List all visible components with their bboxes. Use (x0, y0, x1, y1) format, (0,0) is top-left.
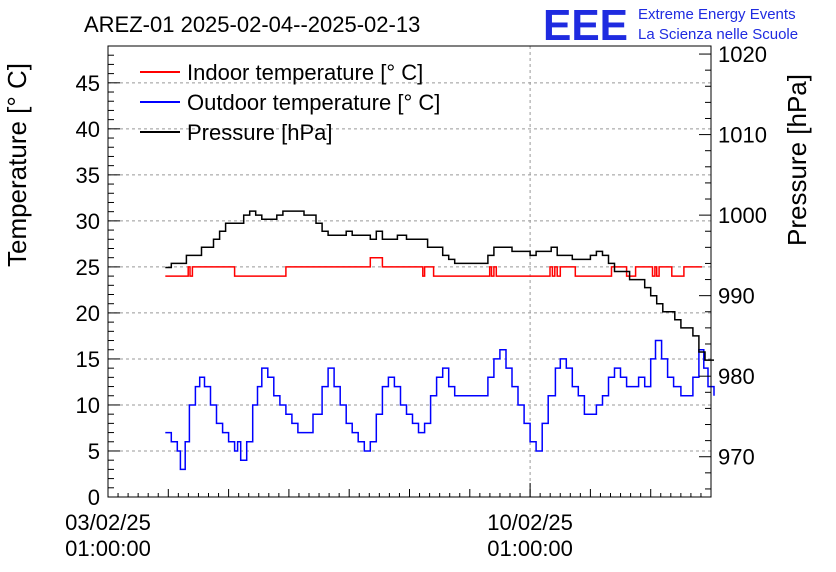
y-right-tick-label: 1010 (718, 123, 767, 148)
y-left-tick-label: 30 (76, 209, 100, 234)
x-tick-label-date: 03/02/25 (65, 510, 151, 535)
x-tick-label-time: 01:00:00 (487, 536, 573, 561)
y-left-tick-label: 0 (88, 485, 100, 510)
legend-label: Outdoor temperature [° C] (187, 90, 440, 115)
series-line-1 (165, 256, 702, 277)
legend-label: Indoor temperature [° C] (187, 60, 423, 85)
y-right-tick-label: 1020 (718, 42, 767, 67)
y-left-tick-label: 35 (76, 163, 100, 188)
series-lines (165, 210, 715, 471)
series-line-3 (165, 210, 714, 361)
legend-label: Pressure [hPa] (187, 120, 333, 145)
y-left-tick-label: 10 (76, 393, 100, 418)
eee-logo-line1: Extreme Energy Events (638, 6, 796, 23)
y-right-tick-label: 990 (718, 284, 755, 309)
y-right-tick-label: 1000 (718, 203, 767, 228)
series-line-2 (165, 339, 715, 471)
eee-logo-mark: EEE (543, 1, 628, 50)
y-axis-right-title: Pressure [hPa] (782, 74, 812, 246)
y-left-tick-label: 20 (76, 301, 100, 326)
chart-title: AREZ-01 2025-02-04--2025-02-13 (84, 12, 420, 37)
legend: Indoor temperature [° C] Outdoor temperat… (140, 60, 440, 145)
eee-logo-line2: La Scienza nelle Scuole (638, 26, 798, 43)
y-left-tick-label: 15 (76, 347, 100, 372)
axes: 0 5 10 15 20 25 30 35 40 45 970 980 990 1000 1010 1020 0… (65, 42, 767, 561)
y-left-tick-label: 5 (88, 439, 100, 464)
y-left-tick-label: 45 (76, 71, 100, 96)
x-tick-label-time: 01:00:00 (65, 536, 151, 561)
y-right-tick-label: 980 (718, 364, 755, 389)
y-right-tick-label: 970 (718, 445, 755, 470)
x-tick-label-date: 10/02/25 (487, 510, 573, 535)
y-axis-left-title: Temperature [° C] (2, 63, 32, 267)
y-left-tick-label: 25 (76, 255, 100, 280)
y-left-tick-label: 40 (76, 117, 100, 142)
